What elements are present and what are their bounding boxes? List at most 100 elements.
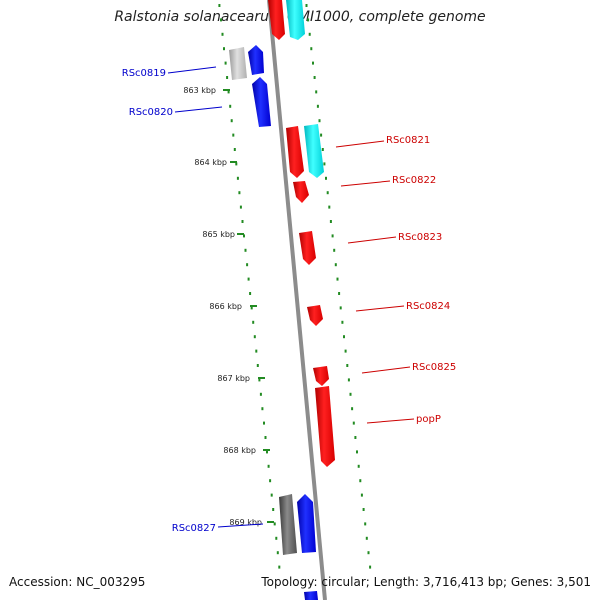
label-rsc0825[interactable]: RSc0825 [412, 362, 456, 373]
gene-rsc0822[interactable] [293, 181, 309, 203]
gene-partial-bottom[interactable] [304, 591, 318, 600]
gene-partial-top-red[interactable] [268, 0, 285, 40]
inner-ring-dot [218, 4, 221, 7]
leader-rsc0825 [361, 366, 411, 374]
leader-rsc0827 [217, 523, 264, 528]
outer-ring-dot [346, 364, 349, 367]
cds-rsc0821[interactable] [304, 124, 324, 178]
outer-ring-dot [360, 493, 363, 497]
outer-ring-dot [351, 407, 354, 411]
inner-ring-dot [249, 292, 252, 295]
outer-ring-dot [329, 220, 332, 223]
inner-ring-dot [223, 47, 225, 51]
accession-text: Accession: NC_003295 [9, 575, 146, 589]
outer-ring-dot [339, 306, 342, 310]
inner-ring-dot [226, 76, 229, 79]
inner-ring-dot [258, 378, 261, 382]
leader-rsc0822 [340, 180, 391, 187]
gene-grey-feature-top[interactable] [229, 47, 247, 80]
inner-ring-dot [275, 536, 278, 540]
outer-ring-dot [362, 508, 365, 511]
inner-ring-dot [221, 32, 224, 36]
outer-ring-dot [344, 349, 347, 353]
scale-label-864: 864 kbp [194, 158, 227, 167]
outer-ring-dot [352, 421, 355, 425]
inner-ring-dot [270, 493, 273, 497]
inner-ring-dot [256, 364, 259, 367]
outer-ring-dot [356, 450, 358, 454]
outer-ring-dot [365, 536, 368, 540]
outer-ring-dot [305, 4, 308, 7]
gene-rsc0821[interactable] [286, 126, 304, 178]
inner-ring-dot [269, 479, 272, 483]
genome-backbone [267, 0, 327, 600]
outer-ring-dot [364, 522, 367, 526]
outer-ring-dot [347, 378, 350, 382]
label-popp[interactable]: popP [416, 414, 441, 425]
inner-ring-dot [241, 220, 244, 223]
outer-ring-dot [349, 392, 352, 396]
label-rsc0822[interactable]: RSc0822 [392, 175, 436, 186]
inner-ring-dot [220, 18, 222, 22]
cds-partial-top-cyan[interactable] [286, 0, 305, 40]
gene-rsc0819[interactable] [248, 45, 264, 75]
label-rsc0819[interactable]: RSc0819 [122, 68, 166, 79]
inner-ring-dot [227, 90, 230, 94]
inner-ring-dot [229, 104, 232, 108]
inner-ring-dot [276, 551, 279, 555]
outer-ring-dot [336, 277, 339, 281]
gene-rsc0827[interactable] [297, 494, 316, 553]
inner-ring-dot [239, 205, 242, 209]
genome-info-text: Topology: circular; Length: 3,716,413 bp… [261, 575, 591, 589]
outer-ring-dot [320, 133, 323, 137]
inner-ring-dot [247, 277, 250, 281]
outer-ring-dot [310, 47, 313, 51]
label-rsc0820[interactable]: RSc0820 [129, 107, 173, 118]
label-rsc0823[interactable]: RSc0823 [398, 232, 442, 243]
reverse-strand-features [229, 45, 318, 600]
inner-ring-dot [233, 148, 236, 151]
outer-ring-dot [313, 76, 316, 79]
inner-ring-dot [232, 133, 235, 137]
leader-rsc0823 [347, 236, 397, 244]
dotted-scale-ring [218, 4, 372, 569]
outer-ring-dot [367, 551, 370, 555]
scale-label-868: 868 kbp [223, 446, 256, 455]
outer-ring-dot [359, 479, 362, 483]
outer-ring-dot [326, 191, 329, 195]
inner-ring-dot [243, 234, 245, 238]
outer-ring-dot [312, 61, 314, 65]
gene-rsc0820[interactable] [252, 77, 271, 127]
scale-label-869: 869 kbp [229, 518, 262, 527]
inner-ring-dot [261, 407, 264, 411]
gene-grey-feature-bottom[interactable] [279, 494, 297, 555]
gene-rsc0824[interactable] [307, 305, 323, 326]
label-rsc0827[interactable]: RSc0827 [172, 523, 216, 534]
outer-ring-dot [369, 565, 372, 569]
inner-ring-dot [272, 508, 275, 511]
leader-rsc0824 [355, 305, 405, 312]
inner-ring-dot [273, 522, 276, 526]
outer-ring-dot [333, 248, 336, 252]
gene-rsc0825[interactable] [313, 366, 329, 386]
label-leaders [167, 66, 415, 528]
label-rsc0824[interactable]: RSc0824 [406, 301, 450, 312]
leader-rsc0821 [335, 140, 385, 148]
forward-strand-features [268, 0, 335, 467]
label-rsc0821[interactable]: RSc0821 [386, 135, 430, 146]
inner-ring-dot [230, 119, 233, 123]
outer-ring-dot [318, 119, 321, 123]
outer-ring-dot [321, 148, 324, 151]
inner-ring-dot [244, 248, 247, 252]
gene-rsc0823[interactable] [299, 231, 316, 265]
outer-ring-dot [328, 205, 331, 209]
outer-ring-dot [343, 335, 345, 339]
leader-rsc0820 [174, 106, 223, 113]
gene-popp[interactable] [315, 386, 335, 467]
scale-label-863: 863 kbp [183, 86, 216, 95]
outer-ring-dot [331, 234, 334, 238]
leader-rsc0819 [167, 66, 217, 74]
inner-ring-dot [250, 306, 253, 310]
